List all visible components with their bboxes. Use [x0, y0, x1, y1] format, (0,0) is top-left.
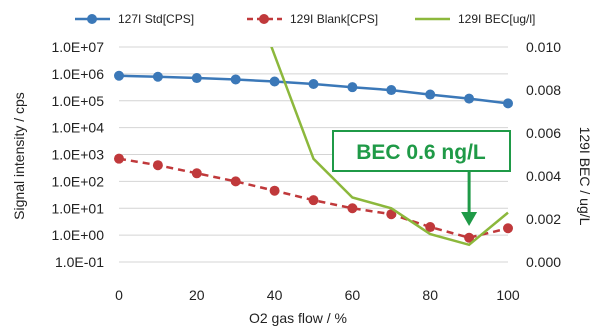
series-1-point	[152, 71, 163, 82]
series-1-point	[191, 73, 202, 84]
y-right-axis-label: 129I BEC / ug/L	[577, 127, 593, 226]
annotation-text: BEC 0.6 ng/L	[356, 141, 486, 164]
series-2-point	[503, 223, 513, 234]
series-2-point	[152, 160, 163, 171]
annotation-arrow-head	[461, 212, 478, 226]
x-tick-label: 60	[345, 287, 361, 303]
series-2-point	[269, 185, 280, 196]
y-left-tick-label: 1.0E+01	[51, 200, 104, 216]
y-left-tick-label: 1.0E+03	[51, 147, 104, 163]
legend-label: 129I BEC[ug/l]	[458, 12, 535, 26]
legend-marker	[259, 14, 269, 24]
y-left-tick-label: 1.0E+02	[51, 173, 104, 189]
series-2-point	[230, 176, 241, 187]
y-right-tick-label: 0.002	[526, 211, 561, 227]
series-2-point	[114, 153, 124, 164]
series-1-point	[269, 76, 280, 87]
x-tick-label: 0	[115, 287, 123, 303]
series-1-point	[503, 98, 513, 109]
y-left-tick-label: 1.0E+06	[51, 66, 104, 82]
series-1-point	[114, 70, 124, 81]
y-left-tick-label: 1.0E+05	[51, 93, 104, 109]
y-right-tick-label: 0.006	[526, 125, 561, 141]
y-right-tick-label: 0.004	[526, 168, 561, 184]
x-tick-label: 100	[496, 287, 520, 303]
y-left-axis-label: Signal intensity / cps	[11, 92, 27, 220]
series-2-point	[308, 195, 319, 206]
y-right-tick-label: 0.010	[526, 39, 561, 55]
x-axis-label: O2 gas flow / %	[249, 310, 347, 326]
series-2-point	[386, 209, 397, 220]
series-line-3	[270, 47, 509, 247]
series-1-point	[464, 93, 475, 104]
series-1-point	[230, 74, 241, 85]
series-1-point	[425, 89, 436, 100]
y-left-tick-label: 1.0E+04	[51, 120, 104, 136]
legend-label: 127I Std[CPS]	[118, 12, 194, 26]
series-1-point	[347, 82, 358, 93]
series-2-point	[425, 222, 436, 233]
series-2-point	[347, 203, 358, 214]
y-left-tick-label: 1.0E+07	[51, 39, 104, 55]
x-tick-label: 20	[189, 287, 205, 303]
series-2-point	[191, 168, 202, 179]
y-right-tick-label: 0.000	[526, 254, 561, 270]
legend-marker	[87, 14, 97, 24]
series-1-point	[386, 85, 397, 96]
series-2-point	[464, 232, 475, 243]
y-right-tick-label: 0.008	[526, 82, 561, 98]
y-left-tick-label: 1.0E+00	[51, 227, 104, 243]
annotation-box	[332, 130, 511, 172]
series-1-point	[308, 79, 319, 90]
y-left-tick-label: 1.0E-01	[55, 254, 104, 270]
legend-label: 129I Blank[CPS]	[290, 12, 378, 26]
x-tick-label: 40	[267, 287, 283, 303]
x-tick-label: 80	[422, 287, 438, 303]
